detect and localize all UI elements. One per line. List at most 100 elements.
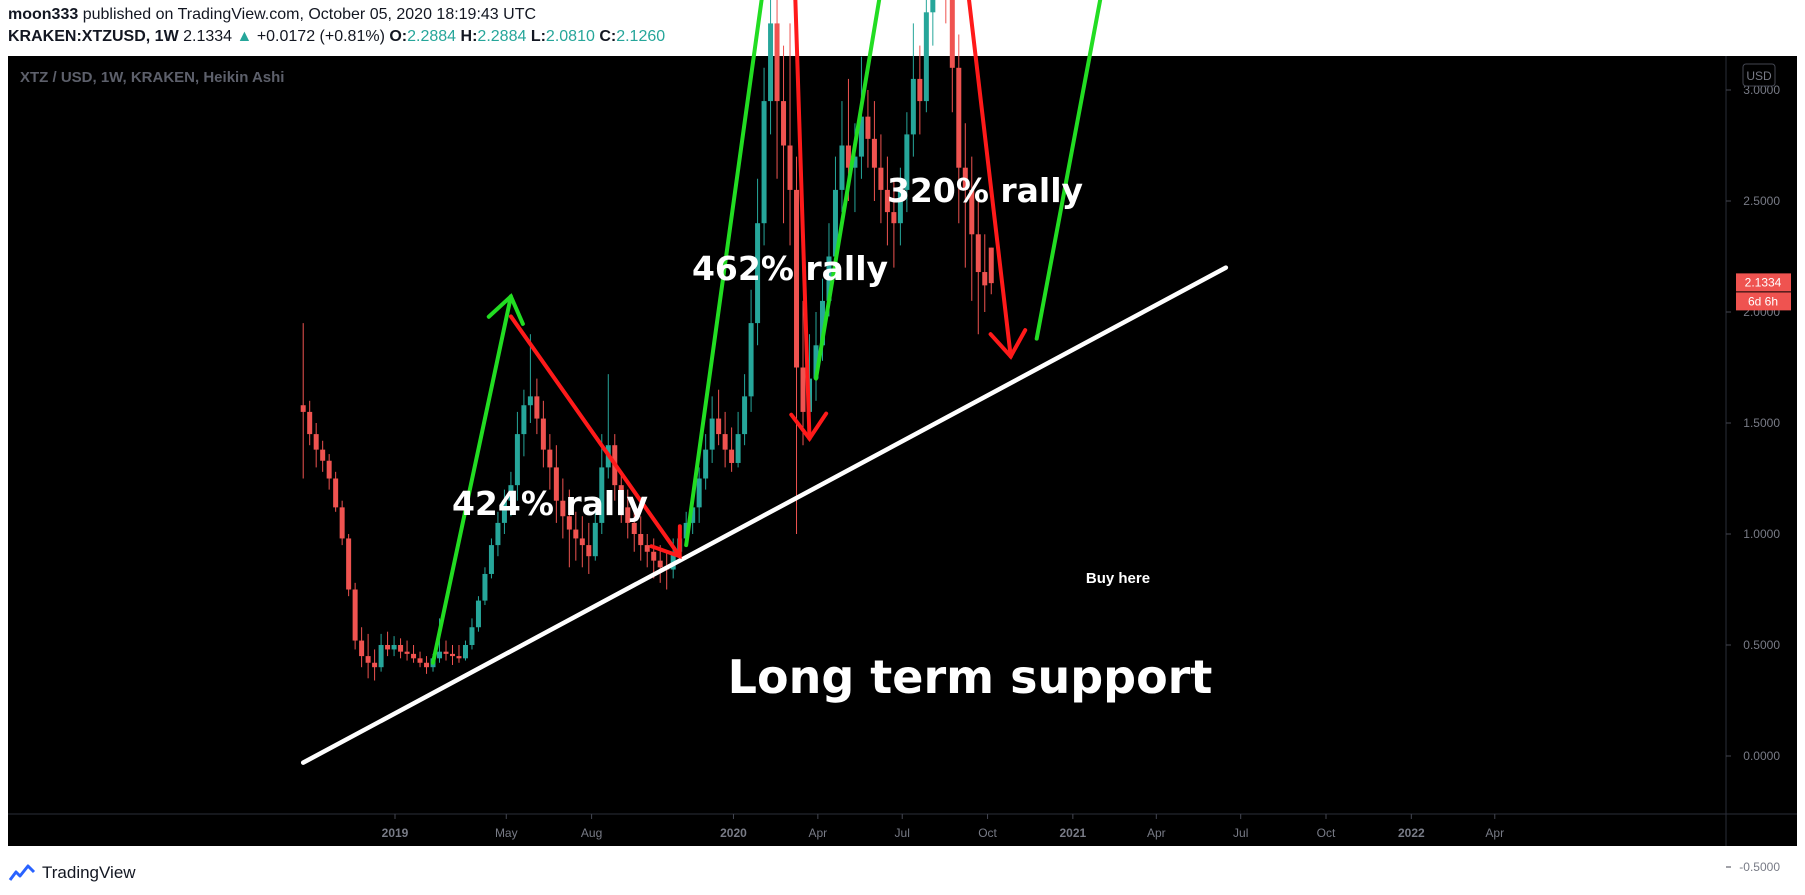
candle-body [858, 116, 864, 157]
candle-body [651, 551, 657, 561]
candle-body [631, 522, 637, 534]
candle-body [508, 485, 514, 501]
candle-body [716, 418, 722, 435]
drawings-layer [300, 0, 1229, 765]
change-up-icon: ▲ [236, 28, 253, 45]
candle-body [488, 545, 494, 574]
countdown-badge [1736, 292, 1791, 311]
chart-title: XTZ / USD, 1W, KRAKEN, Heikin Ashi [20, 69, 284, 86]
arrow-head-green [486, 293, 525, 326]
candle-body [307, 411, 313, 435]
annotation-424-rally: 424% rally [452, 484, 648, 523]
annotation-buy-here: Buy here [1086, 570, 1150, 587]
candle-body [313, 434, 319, 450]
tradingview-logo-icon[interactable] [8, 862, 36, 884]
arrow-head-red [789, 411, 829, 442]
symbol-label: KRAKEN:XTZUSD [8, 28, 146, 45]
candle-body [930, 0, 936, 13]
candle-body [514, 434, 520, 486]
candle-body [501, 500, 507, 523]
candle-body [469, 627, 475, 645]
candle-body [884, 189, 890, 213]
brand-name[interactable]: TradingView [42, 863, 136, 882]
candle-body [761, 101, 767, 224]
last-price: 2.1334 [183, 28, 233, 45]
candle-body [982, 272, 988, 286]
candle-body [443, 651, 449, 654]
candle-body [378, 645, 384, 668]
time-axis[interactable] [8, 814, 1726, 846]
x-tick-label: 2021 [1060, 826, 1087, 840]
candle-body [527, 396, 533, 406]
publish-line: moon333 published on TradingView.com, Oc… [8, 4, 1798, 26]
candle-body [560, 500, 566, 517]
support-trendline [300, 265, 1229, 765]
y-tick-label: 0.5000 [1743, 638, 1780, 652]
candle-body [891, 212, 897, 224]
arrow-green [1034, 0, 1103, 341]
candle-body [359, 640, 365, 657]
candle-body [482, 573, 488, 601]
candle-body [657, 560, 663, 568]
candle-body [320, 449, 326, 461]
candle-body [586, 545, 592, 557]
candle-body [988, 247, 994, 284]
candle-body [845, 145, 851, 168]
close-value: 2.1260 [616, 28, 666, 45]
x-tick-label: Apr [1147, 826, 1166, 840]
x-tick-label: Oct [978, 826, 997, 840]
high-value: 2.2884 [477, 28, 527, 45]
arrow-head-red [988, 328, 1028, 360]
candle-body [962, 167, 968, 190]
candle-body [969, 189, 975, 235]
candle-body [852, 156, 858, 168]
candle-body [819, 300, 825, 346]
candle-body [644, 545, 650, 552]
candle-body [579, 538, 585, 546]
countdown-label: 6d 6h [1748, 294, 1778, 308]
currency-label: USD [1746, 69, 1772, 83]
candle-body [696, 478, 702, 508]
x-tick-label: Apr [1485, 826, 1504, 840]
chart-header: moon333 published on TradingView.com, Oc… [8, 4, 1798, 52]
candle-body [781, 101, 787, 146]
price-axis[interactable] [1726, 56, 1797, 814]
candle-body [365, 656, 371, 663]
candle-body [768, 23, 774, 102]
candle-body [573, 529, 579, 539]
candle-body [475, 600, 481, 628]
y-tick-label: 1.5000 [1743, 416, 1780, 430]
candles-layer [300, 0, 994, 681]
y-tick-label: 1.0000 [1743, 527, 1780, 541]
candle-body [923, 12, 929, 102]
candle-body [404, 651, 410, 654]
plot-area[interactable] [8, 56, 1726, 814]
candle-body [566, 516, 572, 530]
candle-body [956, 67, 962, 168]
candle-body [897, 189, 903, 224]
y-tick-label: -0.5000 [1739, 860, 1780, 874]
candle-body [592, 522, 598, 557]
y-tick-label: 2.5000 [1743, 194, 1780, 208]
candle-body [975, 234, 981, 273]
candle-body [456, 656, 462, 659]
change-value: +0.0172 (+0.81%) [256, 28, 385, 45]
candle-body [638, 534, 644, 546]
candle-body [625, 507, 631, 523]
currency-badge[interactable] [1742, 63, 1776, 87]
low-label: L: [530, 28, 546, 45]
candle-body [787, 145, 793, 190]
x-tick-label: Jul [1233, 826, 1248, 840]
candle-body [729, 449, 735, 463]
candle-body [755, 223, 761, 324]
candle-body [449, 653, 455, 657]
arrow-green [684, 0, 764, 548]
candle-body [865, 116, 871, 139]
x-tick-labels: 2019 May Aug 2020 Apr Jul Oct 2021 Apr Jul Oct 2022… [382, 814, 1504, 840]
author-name[interactable]: moon333 [8, 6, 79, 23]
candle-body [599, 467, 605, 523]
candle-body [774, 23, 780, 102]
candle-body [904, 134, 910, 190]
candle-body [910, 78, 916, 135]
